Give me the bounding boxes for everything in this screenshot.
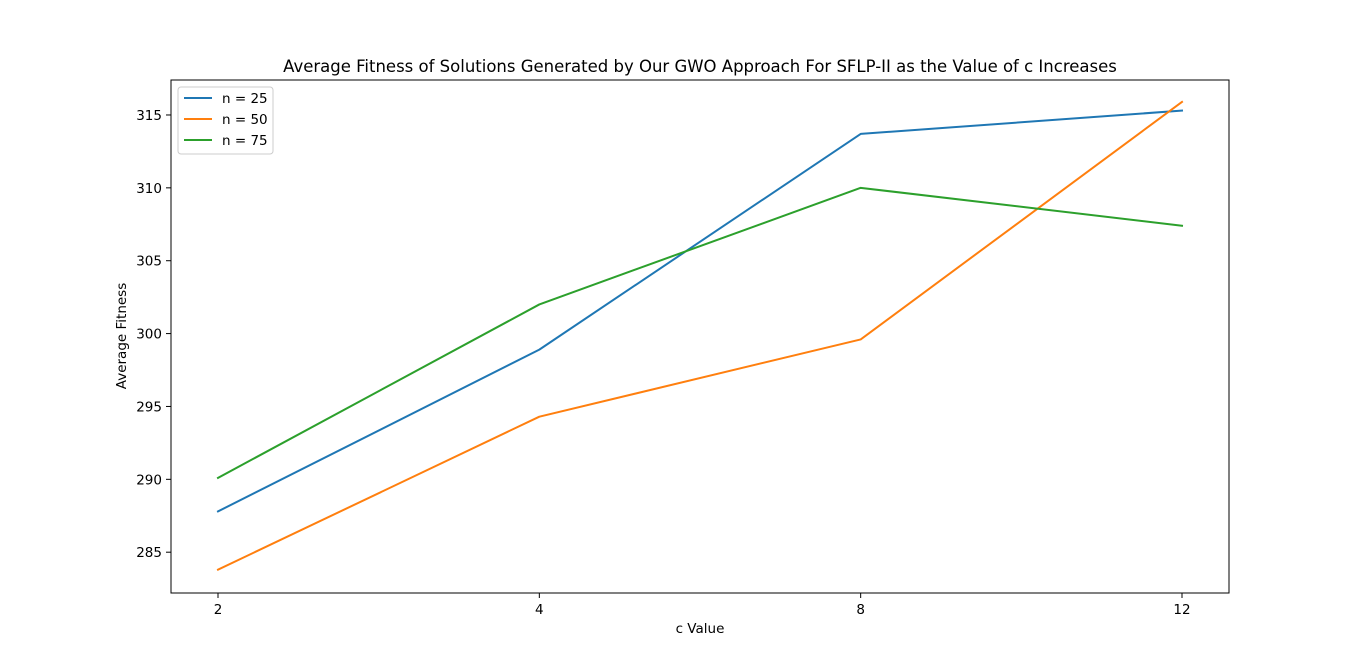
plot-area (170, 79, 1230, 594)
y-tick-label: 315 (136, 108, 162, 124)
y-tick-label: 305 (136, 254, 162, 270)
series-line-3 (216, 186, 1184, 480)
axes-frame (170, 79, 1230, 594)
legend-items: n = 25 n = 50 n = 75 (184, 91, 268, 149)
chart-title: Average Fitness of Solutions Generated b… (283, 57, 1117, 76)
y-tick-label: 290 (136, 472, 162, 488)
series-line-1 (216, 109, 1184, 513)
series-lines (216, 100, 1184, 572)
y-tick-label: 310 (136, 181, 162, 197)
legend-label-2: n = 50 (222, 112, 268, 128)
x-tick-label: 12 (1173, 602, 1190, 618)
x-tick-label: 4 (535, 602, 544, 618)
y-tick-label: 285 (136, 545, 162, 561)
series-line-2 (216, 100, 1184, 572)
x-axis: 2 4 8 12 (214, 593, 1191, 618)
y-axis: 285 290 295 300 305 310 315 (136, 108, 171, 561)
legend-label-3: n = 75 (222, 133, 268, 149)
x-axis-label: c Value (676, 621, 725, 637)
legend-label-1: n = 25 (222, 91, 268, 107)
x-tick-label: 2 (214, 602, 223, 618)
x-tick-label: 8 (856, 602, 865, 618)
y-axis-label: Average Fitness (114, 283, 130, 389)
y-tick-label: 295 (136, 399, 162, 415)
y-tick-label: 300 (136, 327, 162, 343)
legend-box (177, 86, 274, 155)
legend: n = 25 n = 50 n = 75 (177, 86, 274, 155)
